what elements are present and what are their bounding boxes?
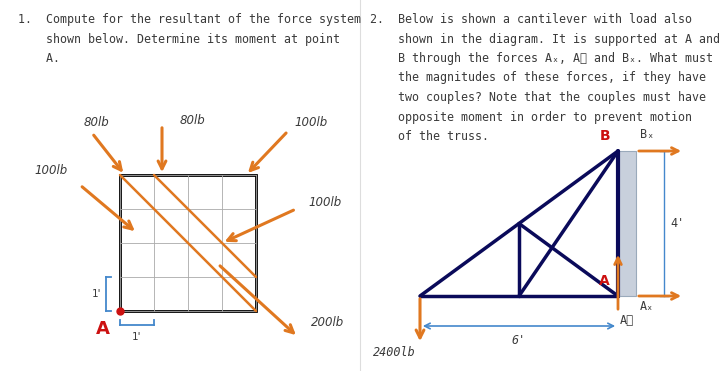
Text: A: A [599, 274, 610, 288]
Text: 1': 1' [91, 289, 101, 299]
Text: A: A [96, 320, 110, 338]
Text: 80lb: 80lb [83, 116, 109, 129]
Text: 4': 4' [670, 217, 684, 230]
Text: 1': 1' [132, 332, 142, 342]
Polygon shape [618, 151, 636, 296]
Text: 100lb: 100lb [294, 116, 328, 129]
Text: 6': 6' [512, 334, 526, 347]
Text: 200lb: 200lb [311, 316, 344, 329]
Text: 2400lb: 2400lb [373, 346, 416, 359]
Text: 2.  Below is shown a cantilever with load also
    shown in the diagram. It is s: 2. Below is shown a cantilever with load… [370, 13, 720, 143]
Text: 100lb: 100lb [308, 197, 341, 210]
Text: B: B [599, 129, 610, 143]
Text: Bₓ: Bₓ [640, 128, 654, 141]
Text: 80lb: 80lb [180, 114, 206, 127]
Text: 1.  Compute for the resultant of the force system
    shown below. Determine its: 1. Compute for the resultant of the forc… [18, 13, 361, 65]
Text: Aᵧ: Aᵧ [620, 314, 634, 327]
Text: 100lb: 100lb [35, 164, 68, 177]
Text: Aₓ: Aₓ [640, 300, 654, 313]
